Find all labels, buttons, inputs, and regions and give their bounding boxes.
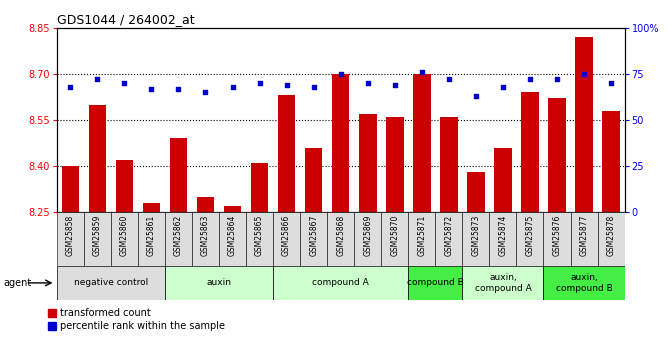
Text: GSM25877: GSM25877 — [580, 215, 589, 256]
Text: auxin,
compound B: auxin, compound B — [556, 273, 613, 293]
Bar — [440, 117, 458, 212]
Bar — [273, 212, 300, 266]
Text: GSM25858: GSM25858 — [66, 215, 75, 256]
Bar — [57, 266, 165, 300]
Point — [227, 84, 238, 89]
Bar — [61, 166, 79, 212]
Legend: transformed count, percentile rank within the sample: transformed count, percentile rank withi… — [48, 308, 225, 332]
Bar — [521, 92, 538, 212]
Text: GSM25867: GSM25867 — [309, 215, 318, 256]
Point — [524, 77, 535, 82]
Bar — [603, 111, 620, 212]
Bar — [490, 212, 516, 266]
Point — [470, 93, 481, 99]
Text: GSM25875: GSM25875 — [526, 215, 534, 256]
Bar — [548, 98, 566, 212]
Bar — [116, 160, 133, 212]
Text: GSM25864: GSM25864 — [228, 215, 237, 256]
Text: GDS1044 / 264002_at: GDS1044 / 264002_at — [57, 13, 194, 27]
Bar — [111, 212, 138, 266]
Point — [552, 77, 562, 82]
Text: GSM25869: GSM25869 — [363, 215, 372, 256]
Text: GSM25873: GSM25873 — [472, 215, 480, 256]
Bar — [143, 203, 160, 212]
Point — [281, 82, 292, 88]
Bar — [165, 266, 273, 300]
Text: auxin,
compound A: auxin, compound A — [474, 273, 531, 293]
Text: GSM25872: GSM25872 — [444, 215, 454, 256]
Text: GSM25871: GSM25871 — [418, 215, 426, 256]
Bar — [246, 212, 273, 266]
Point — [444, 77, 454, 82]
Point — [362, 80, 373, 86]
Text: GSM25868: GSM25868 — [336, 215, 345, 256]
Point — [65, 84, 75, 89]
Bar — [544, 212, 570, 266]
Bar — [386, 117, 403, 212]
Text: GSM25878: GSM25878 — [607, 215, 615, 256]
Bar — [219, 212, 246, 266]
Bar — [408, 266, 462, 300]
Bar — [575, 37, 593, 212]
Bar — [278, 95, 295, 212]
Point — [92, 77, 103, 82]
Bar — [462, 212, 490, 266]
Point — [146, 86, 157, 91]
Text: GSM25859: GSM25859 — [93, 215, 102, 256]
Bar — [467, 172, 485, 212]
Point — [119, 80, 130, 86]
Bar — [305, 148, 323, 212]
Bar — [84, 212, 111, 266]
Bar — [327, 212, 354, 266]
Point — [173, 86, 184, 91]
Point — [416, 69, 427, 75]
Point — [200, 89, 211, 95]
Bar — [300, 212, 327, 266]
Bar — [250, 163, 269, 212]
Text: GSM25870: GSM25870 — [390, 215, 399, 256]
Point — [255, 80, 265, 86]
Point — [606, 80, 617, 86]
Text: GSM25860: GSM25860 — [120, 215, 129, 256]
Bar — [494, 148, 512, 212]
Bar — [57, 212, 84, 266]
Bar — [570, 212, 598, 266]
Text: GSM25861: GSM25861 — [147, 215, 156, 256]
Bar — [354, 212, 381, 266]
Text: compound A: compound A — [313, 278, 369, 287]
Bar — [192, 212, 219, 266]
Bar — [332, 74, 349, 212]
Bar — [89, 105, 106, 212]
Bar — [273, 266, 408, 300]
Bar — [138, 212, 165, 266]
Bar — [436, 212, 462, 266]
Bar — [165, 212, 192, 266]
Point — [309, 84, 319, 89]
Bar — [544, 266, 625, 300]
Bar — [224, 206, 241, 212]
Bar — [598, 212, 625, 266]
Text: GSM25866: GSM25866 — [282, 215, 291, 256]
Point — [389, 82, 400, 88]
Text: GSM25862: GSM25862 — [174, 215, 183, 256]
Text: compound B: compound B — [407, 278, 464, 287]
Point — [335, 71, 346, 77]
Bar — [196, 197, 214, 212]
Bar — [359, 114, 377, 212]
Text: negative control: negative control — [73, 278, 148, 287]
Bar — [462, 266, 544, 300]
Bar — [413, 74, 431, 212]
Bar — [408, 212, 436, 266]
Text: GSM25876: GSM25876 — [552, 215, 562, 256]
Bar — [516, 212, 544, 266]
Text: GSM25874: GSM25874 — [498, 215, 508, 256]
Text: agent: agent — [3, 278, 31, 288]
Point — [498, 84, 508, 89]
Text: GSM25865: GSM25865 — [255, 215, 264, 256]
Point — [578, 71, 589, 77]
Text: GSM25863: GSM25863 — [201, 215, 210, 256]
Bar — [381, 212, 408, 266]
Bar — [170, 138, 187, 212]
Text: auxin: auxin — [206, 278, 232, 287]
